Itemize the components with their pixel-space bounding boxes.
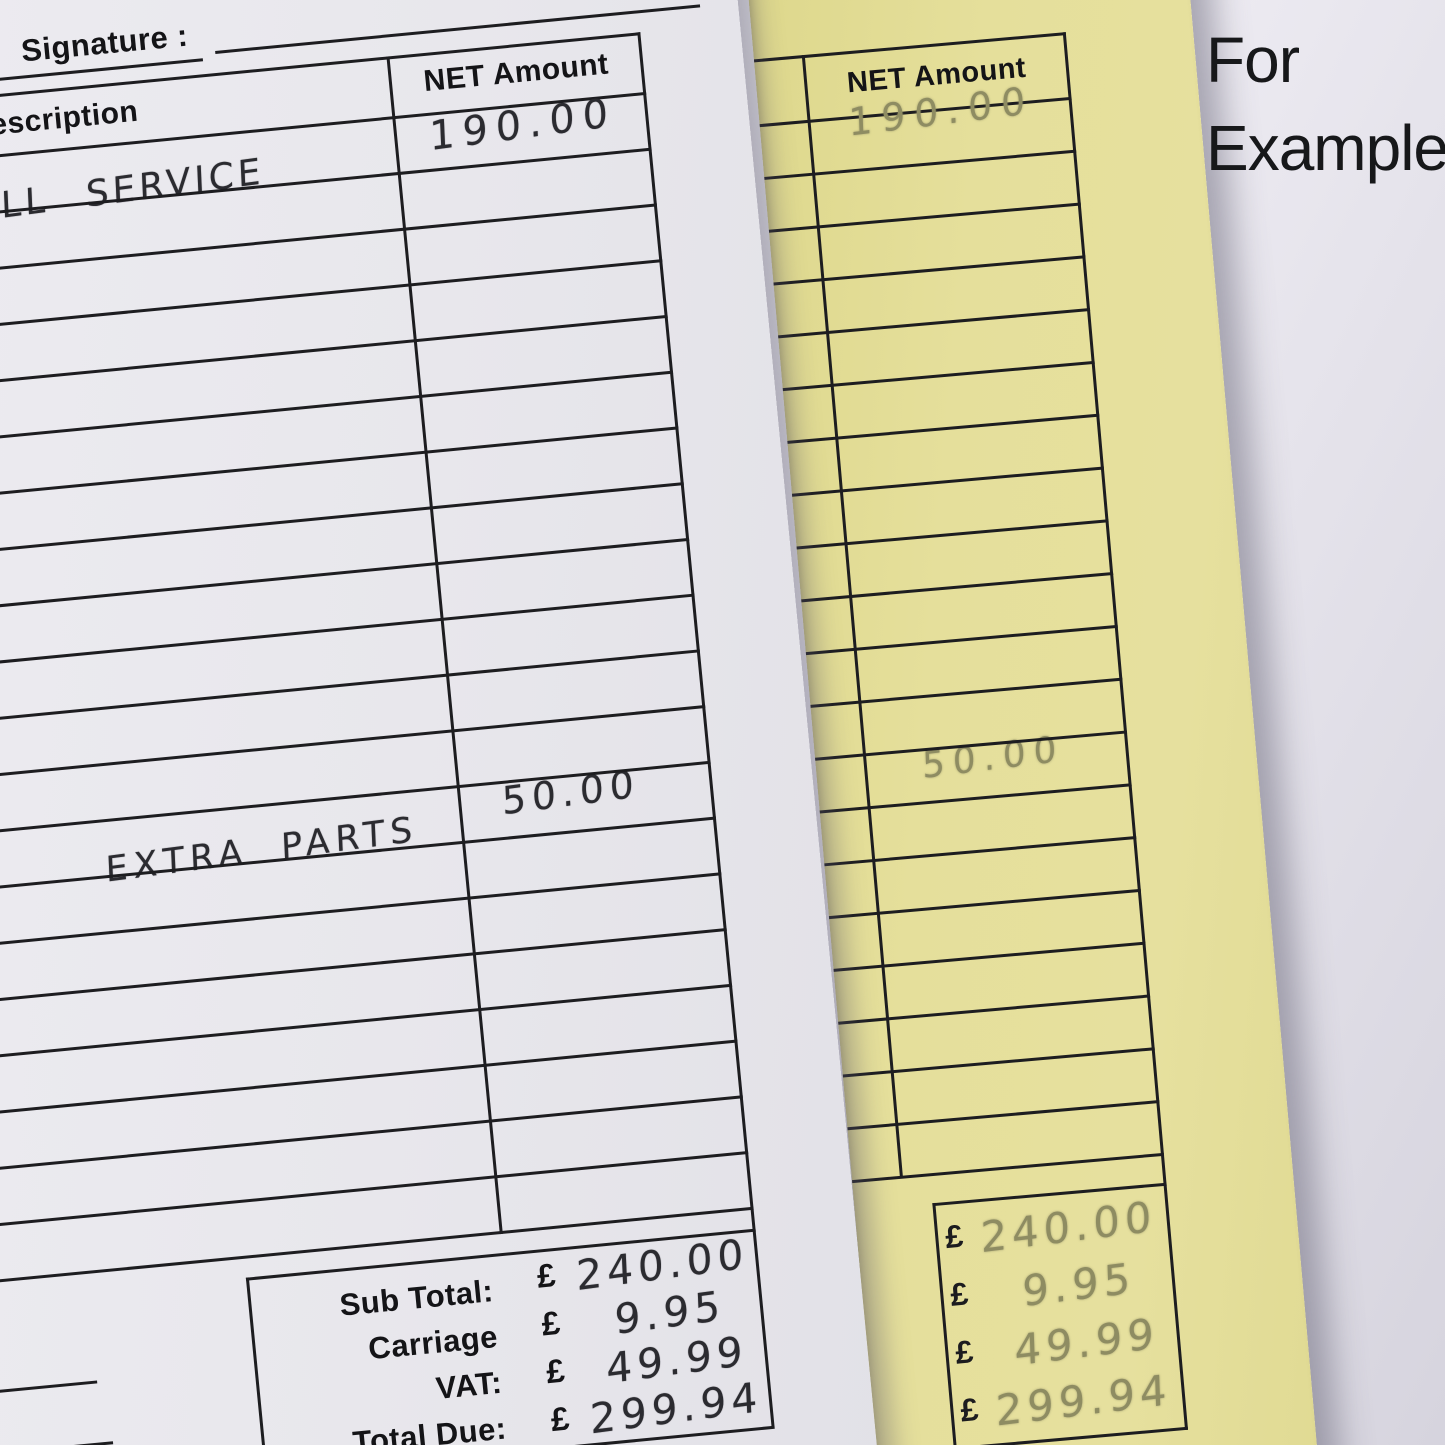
for-example-caption: For Example <box>1206 16 1445 192</box>
pound-sign: £ <box>943 1217 965 1255</box>
pound-sign: £ <box>539 1303 562 1343</box>
pound-sign: £ <box>948 1274 970 1313</box>
pound-sign: £ <box>544 1351 567 1391</box>
carbon-net-amount-2: 50.00 <box>921 728 1065 787</box>
bottom-note-line <box>0 1441 114 1445</box>
pound-sign: £ <box>549 1399 571 1439</box>
carbon-carriage-value: 9.95 <box>1021 1252 1137 1316</box>
for-example-line-1: For <box>1206 24 1300 96</box>
handwritten-description-1: FULL SERVICE <box>0 151 266 235</box>
table-column-divider <box>386 56 503 1235</box>
totals-labels: Sub Total: Carriage VAT: Total Due: <box>214 1268 508 1445</box>
pound-sign: £ <box>535 1256 558 1295</box>
carbon-vat-value: 49.99 <box>1013 1308 1160 1375</box>
white-invoice-sheet: Signature : Description NET Amount 190.0… <box>0 0 889 1445</box>
description-column-header: Description <box>0 94 140 144</box>
pound-sign: £ <box>958 1390 980 1428</box>
for-example-line-2: Example <box>1206 112 1445 184</box>
pound-sign: £ <box>953 1332 975 1371</box>
bottom-note-line <box>0 1380 98 1396</box>
